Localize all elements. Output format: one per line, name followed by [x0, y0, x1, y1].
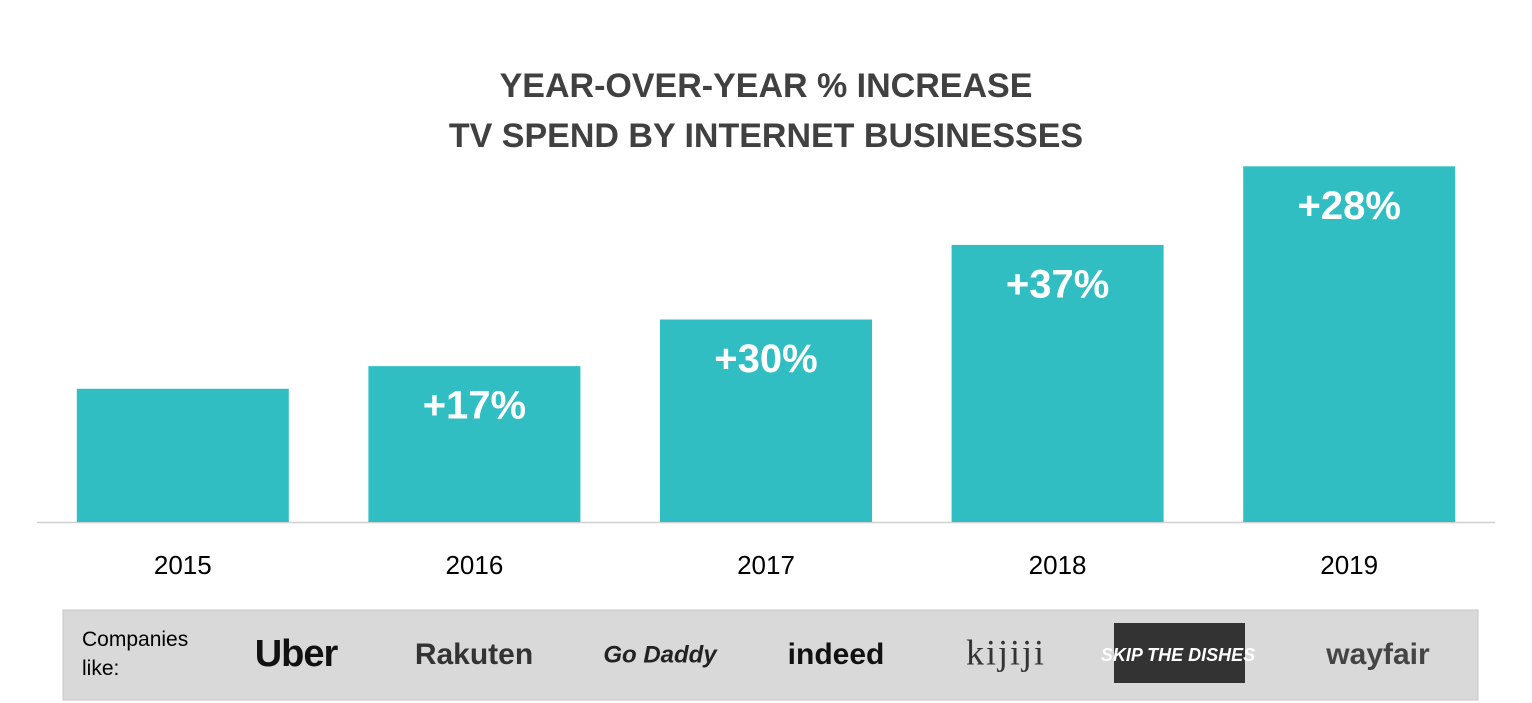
companies-label: Companies like:	[82, 628, 188, 680]
chart-title: TV SPEND BY INTERNET BUSINESSES	[449, 117, 1083, 155]
x-tick-label: 2018	[1029, 550, 1087, 580]
growth-label: +37%	[1006, 262, 1109, 306]
logo-box	[1114, 623, 1245, 683]
bar	[1243, 166, 1456, 522]
company-logo: Rakuten	[415, 638, 533, 671]
company-logo: Uber	[255, 633, 339, 675]
growth-label: +30%	[714, 337, 817, 381]
bar	[368, 366, 581, 522]
chart-title: YEAR-OVER-YEAR % INCREASE	[500, 67, 1033, 105]
x-tick-label: 2017	[737, 550, 795, 580]
x-tick-label: 2015	[154, 550, 212, 580]
bar	[660, 319, 872, 522]
growth-label: +17%	[423, 384, 526, 428]
company-logo: indeed	[788, 638, 885, 671]
company-logo: SKIP THE DISHES	[1101, 645, 1255, 665]
company-logo: kijiji	[966, 632, 1046, 672]
x-tick-label: 2016	[445, 550, 503, 580]
bar	[76, 388, 289, 522]
x-tick-label: 2019	[1320, 550, 1378, 580]
growth-label: +28%	[1297, 184, 1400, 228]
company-logo: Go Daddy	[603, 641, 718, 668]
bar	[951, 244, 1164, 522]
company-logo: wayfair	[1325, 638, 1430, 671]
